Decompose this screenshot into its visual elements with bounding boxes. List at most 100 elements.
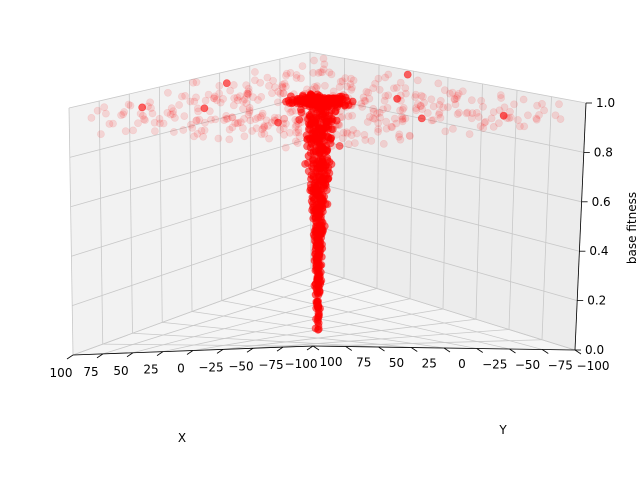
data-point	[327, 132, 336, 140]
data-point	[281, 71, 290, 80]
y-tick-label: −25	[482, 358, 507, 372]
x-tick-label: −50	[228, 359, 253, 373]
data-point	[291, 123, 300, 131]
x-tick	[96, 353, 104, 359]
wall-grid-x	[409, 71, 414, 299]
data-point	[200, 126, 209, 135]
x-tick	[246, 347, 254, 353]
wall-grid-z	[72, 224, 578, 306]
data-point	[169, 128, 178, 136]
data-point	[242, 99, 251, 107]
data-point	[249, 93, 257, 102]
data-point	[318, 112, 326, 121]
data-point	[140, 115, 148, 124]
data-point	[250, 76, 259, 85]
data-point	[398, 105, 407, 114]
data-point	[556, 115, 565, 123]
y-tick	[476, 348, 483, 353]
data-point	[533, 101, 541, 110]
y-tick-label: −75	[548, 359, 573, 373]
data-point	[276, 89, 285, 98]
data-point	[308, 115, 317, 123]
wall-grid-z	[72, 267, 576, 356]
data-point	[516, 122, 524, 131]
wall-grid-y	[98, 100, 104, 345]
data-point	[360, 130, 369, 139]
z-axis-line	[574, 102, 587, 351]
data-point	[258, 111, 266, 120]
data-point	[175, 101, 183, 109]
data-point	[321, 105, 330, 114]
data-point	[279, 89, 288, 98]
data-point	[228, 113, 237, 122]
data-point	[192, 116, 201, 125]
data-point	[310, 209, 319, 218]
floor-grid-y	[162, 321, 412, 348]
data-point	[369, 107, 378, 116]
data-point	[510, 100, 518, 109]
data-point	[236, 92, 244, 101]
data-point	[458, 87, 467, 96]
data-point	[288, 107, 296, 116]
data-point	[401, 84, 410, 92]
floor-pane	[73, 268, 575, 355]
data-point	[201, 96, 210, 105]
data-point	[284, 104, 292, 113]
data-point	[286, 92, 295, 101]
data-point	[281, 82, 290, 91]
data-point	[318, 68, 327, 77]
data-point	[278, 83, 287, 92]
data-point	[141, 116, 149, 124]
data-point	[335, 83, 344, 91]
data-point	[463, 108, 472, 117]
data-point	[169, 107, 178, 115]
data-point	[332, 107, 340, 115]
data-point	[417, 91, 426, 100]
data-point	[244, 110, 253, 119]
data-point	[439, 103, 448, 112]
data-point	[262, 116, 271, 125]
data-point	[314, 199, 323, 208]
data-point	[487, 114, 496, 123]
data-point	[282, 69, 291, 78]
data-point	[392, 83, 401, 92]
data-point	[129, 126, 137, 135]
data-point	[87, 114, 96, 122]
data-point	[311, 290, 320, 299]
data-point	[307, 197, 316, 206]
y-tick-label: 0	[458, 357, 466, 371]
data-point	[260, 123, 269, 131]
data-point	[181, 92, 189, 100]
data-point	[146, 98, 154, 107]
data-point	[420, 98, 428, 107]
data-point	[394, 132, 403, 141]
data-point	[379, 139, 388, 148]
data-point	[314, 313, 322, 322]
data-point	[292, 71, 301, 79]
data-point	[245, 108, 254, 117]
data-point	[286, 108, 295, 117]
data-point	[190, 132, 198, 141]
data-point	[159, 119, 168, 128]
data-point	[307, 175, 315, 183]
z-tick-label: 0.4	[589, 244, 608, 258]
data-point	[234, 118, 243, 127]
data-point	[535, 111, 543, 119]
data-point	[318, 157, 327, 166]
wall-grid-y	[158, 86, 163, 323]
data-point	[194, 107, 202, 116]
data-point	[328, 141, 337, 150]
data-point	[192, 78, 201, 87]
data-point	[291, 115, 300, 124]
data-point	[311, 134, 320, 143]
data-point	[212, 96, 221, 105]
data-point	[155, 114, 164, 123]
data-point	[301, 160, 309, 168]
data-point	[370, 115, 379, 123]
data-point	[230, 94, 239, 103]
data-point	[403, 70, 412, 79]
data-point	[138, 111, 147, 120]
data-point	[350, 139, 359, 147]
data-point	[236, 118, 245, 127]
